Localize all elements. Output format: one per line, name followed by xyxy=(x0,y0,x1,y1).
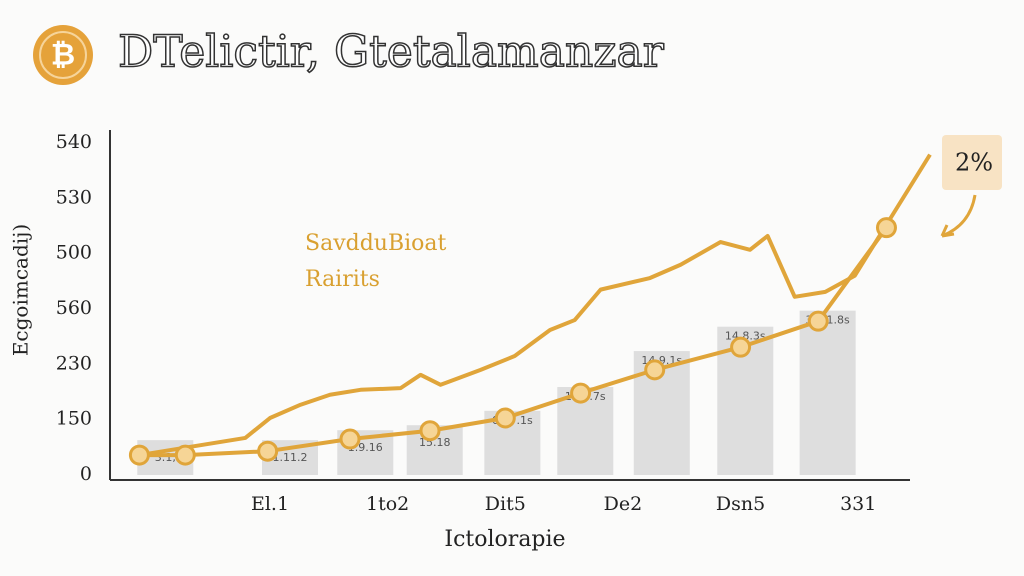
x-tick-label: 1to2 xyxy=(366,493,409,515)
marker xyxy=(128,444,150,466)
callout-box xyxy=(942,135,1002,190)
x-tick-label: Dit5 xyxy=(485,493,526,515)
y-tick-label: 540 xyxy=(56,131,92,153)
legend-line: SavdduBioat xyxy=(305,231,447,256)
callout-arrow xyxy=(940,194,977,238)
y-axis-label: Ecgoimcadij) xyxy=(9,224,33,356)
y-tick-label: 560 xyxy=(56,297,92,319)
x-tick-label: Dsn5 xyxy=(716,493,765,515)
svg-text:₿: ₿ xyxy=(51,38,75,73)
y-tick-label: 150 xyxy=(56,408,92,430)
y-tick-label: 530 xyxy=(56,186,92,208)
y-tick-label: 230 xyxy=(56,352,92,374)
x-tick-label: El.1 xyxy=(251,493,289,515)
marker xyxy=(807,310,829,332)
y-tick-label: 0 xyxy=(80,463,92,485)
chart-title: DTelictir, Gtetalamanzar xyxy=(118,27,665,78)
x-axis-label: Ictolorapie xyxy=(444,527,565,552)
marker xyxy=(730,336,752,358)
marker xyxy=(174,444,196,466)
y-tick-label: 500 xyxy=(56,242,92,264)
marker xyxy=(570,382,592,404)
marker xyxy=(494,407,516,429)
legend-line: Rairits xyxy=(305,267,380,292)
callout: 2% xyxy=(955,149,993,177)
line xyxy=(139,153,932,458)
x-tick-label: De2 xyxy=(604,493,643,515)
marker xyxy=(419,420,441,442)
bitcoin-logo: ₿ xyxy=(33,25,93,85)
x-tick-label: 331 xyxy=(840,493,876,515)
marker xyxy=(339,428,361,450)
marker xyxy=(257,440,279,462)
bar xyxy=(799,310,856,475)
marker xyxy=(875,217,897,239)
bar-label: 1.11.2 xyxy=(273,451,308,464)
marker xyxy=(644,359,666,381)
